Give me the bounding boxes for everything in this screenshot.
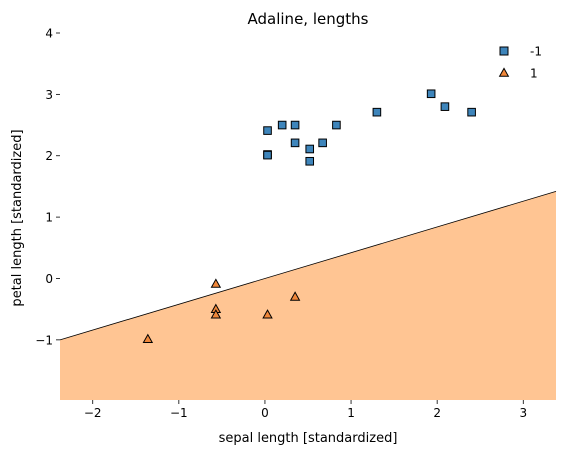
legend-label: -1: [530, 45, 542, 59]
decision-boundary-line: [59, 190, 557, 341]
data-point: [277, 120, 287, 130]
data-point: [372, 107, 382, 117]
data-point: [289, 291, 301, 301]
data-point: [263, 126, 272, 135]
legend-marker: [499, 46, 509, 56]
data-point: [210, 309, 222, 319]
series-1: [263, 89, 476, 166]
y-tick-label: 1: [45, 211, 53, 225]
data-point: [290, 138, 300, 148]
x-tick-label: 1: [347, 406, 355, 420]
data-point: [263, 150, 272, 160]
series-2: [142, 278, 301, 344]
plot-area: [59, 89, 557, 400]
x-tick-label: 0: [261, 406, 269, 420]
y-axis-label: petal length [standardized]: [10, 129, 25, 306]
data-point: [262, 309, 273, 319]
x-tick-label: −1: [170, 406, 188, 420]
data-point: [426, 89, 436, 99]
data-point: [332, 120, 341, 130]
data-point: [210, 278, 222, 288]
decision-region: [60, 191, 556, 400]
x-tick-label: 3: [519, 406, 527, 420]
y-axis: −1 0 1 2 3 4: [35, 27, 60, 347]
y-tick-label: 4: [45, 27, 53, 41]
data-point: [305, 156, 315, 166]
x-tick-label: 2: [433, 406, 441, 420]
x-axis-label: sepal length [standardized]: [219, 431, 398, 446]
data-point: [305, 144, 315, 154]
x-axis: −2 −1 0 1 2 3: [84, 400, 527, 420]
y-tick-label: −1: [35, 333, 53, 347]
legend-item-2: 1: [498, 67, 538, 81]
y-tick-label: 3: [45, 88, 53, 102]
y-tick-label: 0: [45, 272, 53, 286]
data-point: [467, 107, 476, 117]
data-point: [318, 138, 327, 148]
legend-item-1: -1: [499, 45, 542, 59]
legend: -1 1: [498, 45, 542, 81]
y-tick-label: 2: [45, 149, 53, 163]
legend-marker: [498, 67, 510, 77]
data-point: [290, 120, 300, 130]
chart-title: Adaline, lengths: [248, 10, 369, 28]
data-point: [142, 333, 154, 344]
x-tick-label: −2: [84, 406, 102, 420]
legend-label: 1: [530, 67, 538, 81]
data-point: [440, 102, 450, 111]
